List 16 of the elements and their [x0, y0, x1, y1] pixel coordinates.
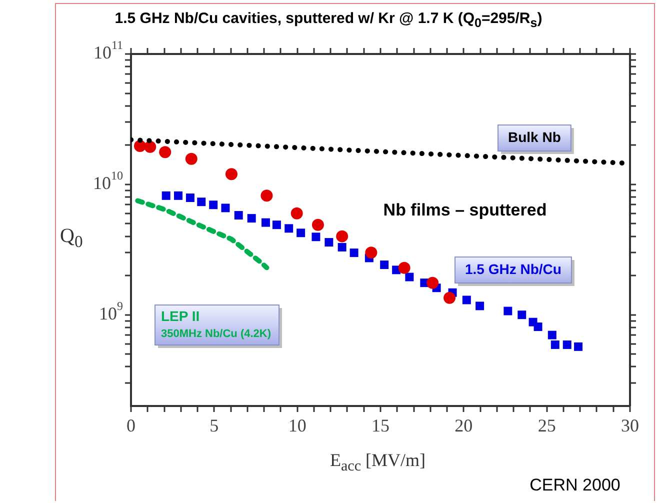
x-tick-label: 10: [288, 416, 306, 436]
x-tick-label: 30: [621, 416, 639, 436]
x-tick-label: 25: [538, 416, 556, 436]
y-axis-title: Q$_{0}$: [60, 225, 83, 252]
text: LEP II: [161, 308, 200, 324]
x-tick-label: 15: [372, 416, 390, 436]
x-tick-label: 5: [210, 416, 219, 436]
x-axis-title: E$_{acc}$ [MV/m]: [330, 450, 426, 476]
annotation: 350MHz Nb/Cu (4.2K): [161, 328, 272, 340]
series-label: 1.5 GHz Nb/Cu: [465, 260, 562, 277]
x-tick-label: 0: [126, 416, 136, 436]
chart-title: 1.5 GHz Nb/Cu cavities, sputtered w/ Kr @ 1.7 K (Q$_{0}$=295/R$_{s}$): [114, 10, 544, 30]
annotation: Nb films – sputtered: [383, 200, 547, 220]
x-tick-label: 20: [454, 416, 473, 436]
series-label: Bulk Nb: [508, 128, 561, 145]
text: CERN 2000: [530, 476, 620, 495]
